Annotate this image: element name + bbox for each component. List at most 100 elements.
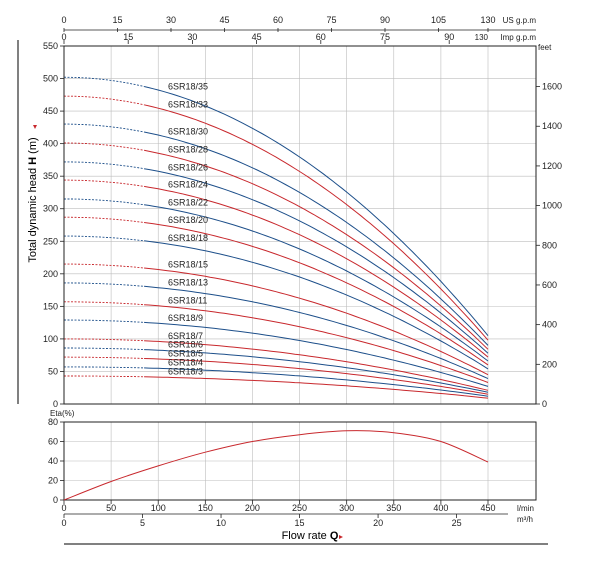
curve-6SR18/7 [144,340,489,391]
lmin-tick-label: 300 [339,503,354,513]
y-tick-label: 350 [43,171,58,181]
curve-dashed-6SR18/15 [64,263,145,269]
curve-dashed-6SR18/13 [64,282,145,287]
x-axis-arrow-icon [339,535,343,539]
curve-6SR18/20 [144,222,489,366]
imp-gpm-tick-label: 0 [61,32,66,42]
curve-6SR18/4 [144,367,489,397]
curve-label: 6SR18/6 [168,340,203,350]
feet-tick-label: 1200 [542,161,562,171]
imp-gpm-tick-label: 45 [252,32,262,42]
x-unit-m3h: m³/h [517,515,533,524]
curve-6SR18/6 [144,349,489,393]
curve-6SR18/22 [144,204,489,362]
lmin-tick-label: 350 [386,503,401,513]
y-tick-label: 50 [48,366,58,376]
curve-6SR18/28 [144,149,489,350]
curve-label: 6SR18/15 [168,260,208,270]
top-axis-imp-end-tick: 130 [475,33,489,42]
efficiency-curve [63,430,489,501]
feet-tick-label: 800 [542,240,557,250]
us-gpm-tick-label: 30 [166,15,176,25]
curve-6SR18/9 [144,321,489,387]
curve-6SR18/26 [144,168,489,354]
us-gpm-tick-label: 130 [480,15,495,25]
curve-label: 6SR18/20 [168,215,208,225]
curve-label: 6SR18/9 [168,313,203,323]
eta-plot-frame [63,421,537,501]
us-gpm-tick-label: 60 [273,15,283,25]
curve-label: 6SR18/3 [168,366,203,376]
x-axis-title: Flow rate Q [282,530,339,542]
curve-label: 6SR18/22 [168,198,208,208]
eta-tick-label: 0 [53,495,58,505]
lmin-tick-label: 50 [106,503,116,513]
right-axis-label: feet [538,43,552,52]
m3h-tick-label: 0 [61,518,66,528]
y-tick-label: 550 [43,41,58,51]
curve-6SR18/24 [144,185,489,358]
us-gpm-tick-label: 90 [380,15,390,25]
eta-tick-label: 80 [48,417,58,427]
curve-label: 6SR18/13 [168,278,208,288]
lmin-tick-label: 250 [292,503,307,513]
y-tick-label: 150 [43,301,58,311]
curve-label: 6SR18/26 [168,162,208,172]
m3h-tick-label: 15 [295,518,305,528]
curve-6SR18/13 [144,285,489,380]
top-axis-us-label: US g.p.m [503,16,537,25]
curve-dashed-6SR18/26 [64,161,145,170]
feet-tick-label: 400 [542,320,557,330]
curve-6SR18/33 [143,104,489,341]
m3h-tick-label: 5 [140,518,145,528]
y-tick-label: 300 [43,204,58,214]
imp-gpm-tick-label: 75 [380,32,390,42]
curve-label: 6SR18/24 [168,180,208,190]
head-plot-frame [63,45,537,405]
feet-tick-label: 600 [542,280,557,290]
curve-6SR18/18 [144,240,489,370]
y-tick-label: 200 [43,269,58,279]
lmin-tick-label: 100 [151,503,166,513]
imp-gpm-tick-label: 15 [123,32,133,42]
curve-6SR18/15 [144,267,489,376]
curve-label: 6SR18/4 [168,358,203,368]
lmin-tick-label: 450 [480,503,495,513]
curve-dashed-6SR18/24 [64,179,145,187]
us-gpm-tick-label: 105 [431,15,446,25]
feet-tick-label: 1000 [542,201,562,211]
curve-dashed-6SR18/33 [63,95,145,106]
curve-6SR18/30 [143,131,489,346]
curve-label: 6SR18/35 [168,82,208,92]
curve-label: 6SR18/11 [168,296,207,306]
curve-6SR18/3 [144,376,489,399]
curve-dashed-6SR18/9 [64,319,145,323]
eta-axis-title: Eta(%) [50,409,75,418]
imp-gpm-tick-label: 30 [187,32,197,42]
us-gpm-tick-label: 15 [112,15,122,25]
y-tick-label: 250 [43,236,58,246]
curve-label: 6SR18/7 [168,331,203,341]
efficiency-chart: 0 20 40 60 80 0 50 100 150 200 250 300 350 400 450 0 5 10… [48,417,537,528]
curve-label: 6SR18/5 [168,348,203,358]
m3h-tick-label: 25 [452,518,462,528]
y-axis-title: Total dynamic head H (m) [27,137,39,262]
imp-gpm-tick-label: 90 [444,32,454,42]
eta-tick-label: 40 [48,456,58,466]
curve-dashed-6SR18/35 [63,76,145,87]
y-tick-label: 0 [53,399,58,409]
m3h-tick-label: 20 [373,518,383,528]
curve-dashed-6SR18/28 [64,142,145,151]
y-tick-label: 450 [43,106,58,116]
curve-dashed-6SR18/18 [64,235,145,242]
curve-dashed-6SR18/4 [64,366,145,369]
curve-6SR18/35 [143,86,489,337]
feet-tick-label: 0 [542,399,547,409]
curve-dashed-6SR18/20 [64,216,145,223]
curve-dashed-6SR18/7 [64,338,145,342]
us-gpm-tick-label: 45 [219,15,229,25]
curve-label: 6SR18/33 [168,100,208,110]
feet-tick-label: 1600 [542,82,562,92]
